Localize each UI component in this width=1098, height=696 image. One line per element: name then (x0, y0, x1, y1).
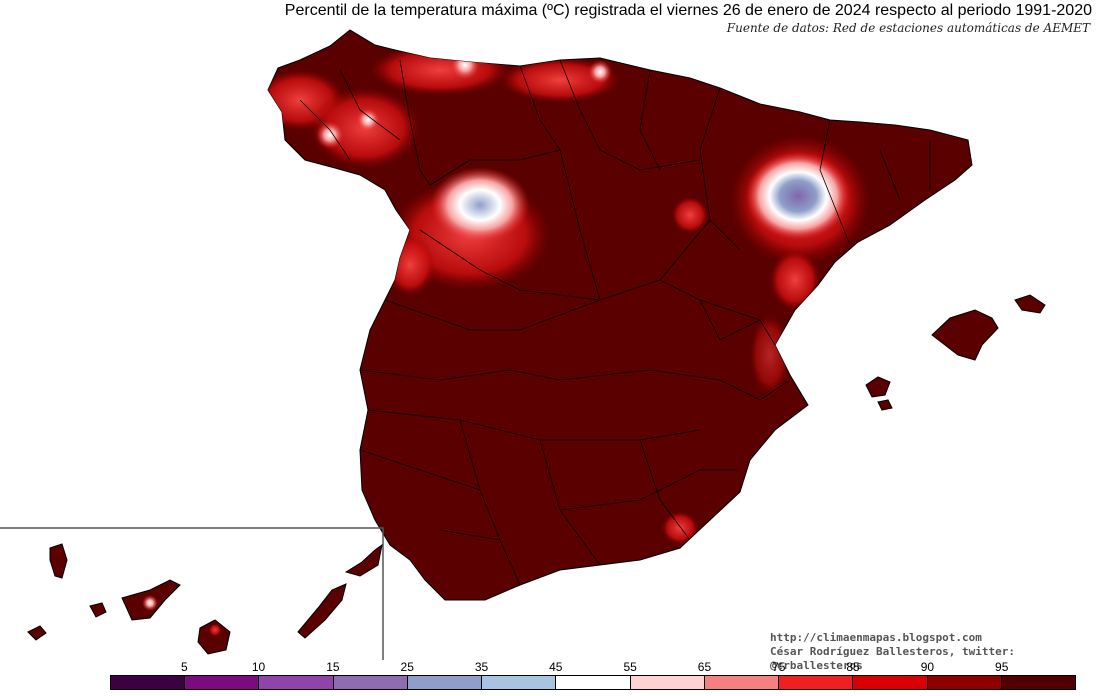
province-borders (299, 59, 931, 586)
credits: http://climaenmapas.blogspot.com César R… (770, 631, 1098, 673)
legend-swatch-11 (927, 676, 1002, 689)
canary-islands (27, 543, 383, 655)
el-hierro (27, 625, 47, 641)
legend-labels: 5 10 15 25 35 45 55 65 75 85 90 95 (110, 660, 1076, 676)
legend-swatch-2 (259, 676, 334, 689)
legend-label: 10 (251, 660, 266, 674)
legend-label: 55 (623, 660, 637, 674)
la-gomera (89, 602, 107, 618)
legend-label: 85 (846, 660, 860, 674)
la-palma (49, 543, 68, 579)
legend-label: 45 (549, 660, 563, 674)
legend-swatch-5 (482, 676, 557, 689)
legend-swatch-7 (630, 676, 705, 689)
legend-label: 90 (920, 660, 935, 674)
gran-canaria (197, 619, 231, 655)
ibiza (865, 376, 891, 398)
legend-label: 25 (400, 660, 414, 674)
temperature-percentile-map (0, 29, 1046, 660)
lanzarote (344, 543, 383, 577)
anomaly-field (268, 45, 870, 544)
credits-url: http://climaenmapas.blogspot.com (770, 631, 982, 644)
legend-swatch-1 (185, 676, 260, 689)
legend-swatch-9 (779, 676, 854, 689)
legend-colorbar (110, 675, 1076, 690)
canary-inset-frame (0, 527, 384, 660)
legend-label: 5 (180, 660, 188, 674)
menorca (1014, 294, 1046, 314)
mallorca (931, 309, 999, 361)
legend-swatch-3 (333, 676, 408, 689)
fuerteventura (297, 583, 347, 639)
legend-label: 15 (326, 660, 340, 674)
legend-label: 95 (995, 660, 1009, 674)
gran-canaria-anomaly-spot (209, 624, 221, 636)
formentera (877, 399, 893, 411)
legend-swatch-8 (704, 676, 780, 689)
legend-label: 75 (772, 660, 786, 674)
legend-swatch-6 (556, 676, 631, 689)
legend-swatch-12 (1001, 676, 1076, 689)
legend-swatch-4 (407, 676, 483, 689)
data-source: Fuente de datos: Red de estaciones autom… (726, 21, 1090, 35)
legend-swatch-10 (853, 676, 928, 689)
legend-swatch-0 (111, 676, 186, 689)
legend-label: 35 (474, 660, 489, 674)
tenerife-anomaly-spot (142, 595, 158, 611)
map-title: Percentil de la temperatura máxima (ºC) … (284, 2, 1092, 19)
credits-author: César Rodríguez Ballesteros, twitter: @c… (770, 645, 1016, 672)
legend-label: 65 (697, 660, 712, 674)
